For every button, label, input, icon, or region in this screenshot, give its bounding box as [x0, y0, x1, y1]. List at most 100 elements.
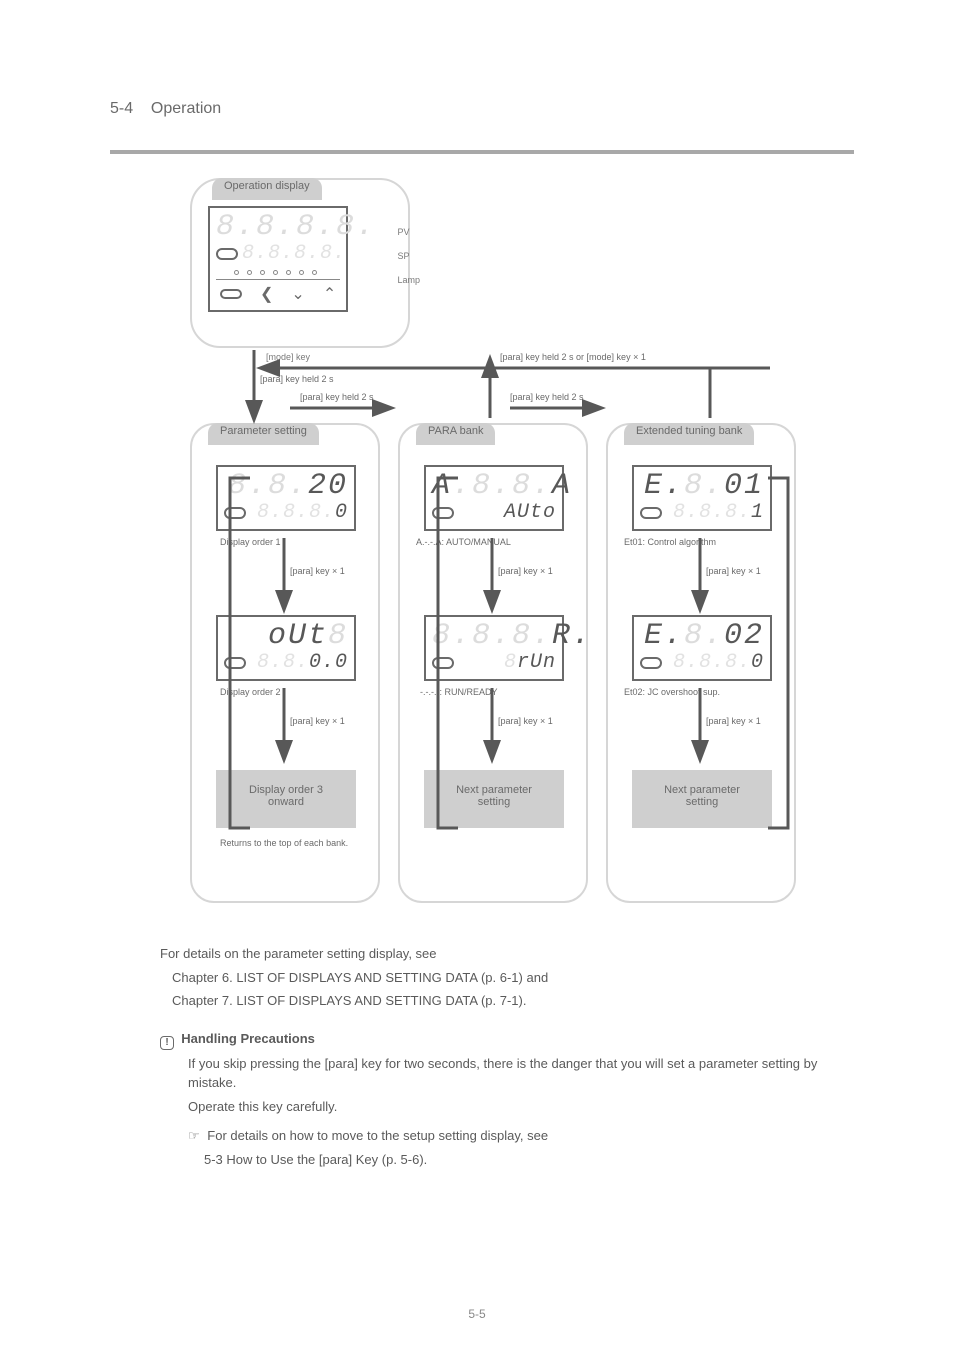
- next-c2: Next parameter setting: [424, 770, 564, 828]
- c3d2-num: 02: [724, 619, 764, 653]
- c2d2s-ghost: 8: [504, 651, 517, 674]
- body-l2: Chapter 6. LIST OF DISPLAYS AND SETTING …: [172, 970, 548, 985]
- c3d1s-val: 1: [751, 501, 764, 524]
- caption-c3-1: Et01: Control algorithm: [624, 537, 716, 547]
- c1d1s-ghost: 8.8.8.: [257, 501, 335, 524]
- handling-l2: Operate this key carefully.: [160, 1097, 840, 1117]
- lead-mode-key: [mode] key: [266, 352, 310, 362]
- panel-ext-tuning-bank: Extended tuning bank E.8.01 8.8.8.1 Et01…: [606, 423, 796, 903]
- lead-lamp: Lamp: [397, 268, 420, 292]
- oval-icon: [640, 507, 662, 519]
- next-c1-l2: onward: [216, 796, 356, 808]
- c3d1s-ghost: 8.8.8.: [673, 501, 751, 524]
- next-c3: Next parameter setting: [632, 770, 772, 828]
- c1d2-ghost: 8: [328, 619, 348, 653]
- c1d2s-val: 0.0: [309, 651, 348, 674]
- c2d2-ghost: 8.8.8.: [432, 619, 552, 653]
- page-footer: 5-5: [0, 1307, 954, 1321]
- pv-row: 8.8.8.8.: [216, 212, 340, 242]
- display-c1-2: oUt8 8.8.0.0: [216, 615, 356, 681]
- cap-top-down: [para] key held 2 s: [260, 374, 334, 384]
- caption-c2-1: A.-.-.A: AUTO/MANUAL: [416, 537, 511, 547]
- tab-operation-display: Operation display: [212, 178, 322, 200]
- ref-l2: 5-3 How to Use the [para] Key (p. 5-6).: [160, 1150, 840, 1170]
- c3d2-e: E.: [644, 619, 684, 653]
- c3d1-num: 01: [724, 469, 764, 503]
- next-c3-l1: Next parameter: [632, 784, 772, 796]
- body-l3: Chapter 7. LIST OF DISPLAYS AND SETTING …: [172, 993, 526, 1008]
- caption-c1-2: Display order 2: [220, 687, 281, 697]
- c2d2s-val: rUn: [517, 651, 556, 674]
- next-c1: Display order 3 onward: [216, 770, 356, 828]
- panel-operation-display: Operation display 8.8.8.8. 8.8.8.8. ❮ ⌄ …: [190, 178, 410, 348]
- cap-back: [para] key held 2 s or [mode] key × 1: [500, 352, 646, 362]
- body-l1: For details on the parameter setting dis…: [160, 944, 840, 964]
- lamp-row: [216, 270, 340, 275]
- cap-c1-c2: [para] key held 2 s: [300, 392, 374, 402]
- c2d1s-val: AUto: [504, 501, 556, 524]
- c3d2-ghost: 8.: [684, 619, 724, 653]
- cap-within-2b: [para] key × 1: [498, 716, 553, 726]
- display-c1-1: 8.8.20 8.8.8.0: [216, 465, 356, 531]
- display-c2-2: 8.8.8.R. 8rUn: [424, 615, 564, 681]
- sp-row: 8.8.8.8.: [242, 244, 346, 264]
- up-key-icon: ⌃: [323, 284, 336, 304]
- oval-icon: [432, 507, 454, 519]
- c1d1-val: 20: [308, 469, 348, 503]
- c1d1s-val: 0: [335, 501, 348, 524]
- oval-icon: [224, 507, 246, 519]
- oval-icon: [432, 657, 454, 669]
- tab-ext-tuning-bank: Extended tuning bank: [624, 423, 754, 445]
- next-c3-l2: setting: [632, 796, 772, 808]
- cap-within-2a: [para] key × 1: [498, 566, 553, 576]
- mode-key-icon: [220, 289, 242, 299]
- lead-sp: SP: [397, 244, 420, 268]
- display-c2-1: A.8.8.A AUto: [424, 465, 564, 531]
- c2d1-a2: A: [552, 469, 572, 503]
- oval-icon: [640, 657, 662, 669]
- next-c2-l1: Next parameter: [424, 784, 564, 796]
- c1d2s-ghost: 8.8.: [257, 651, 309, 674]
- oval-icon: [224, 657, 246, 669]
- caption-c2-2: -.-.-.r: RUN/READY: [420, 687, 498, 697]
- section-heading: 5-4 Operation: [110, 100, 221, 118]
- mode-oval-icon: [216, 248, 238, 260]
- body-text: For details on the parameter setting dis…: [160, 940, 840, 1173]
- c2d1-ghost: .8.8.: [452, 469, 552, 503]
- display-c3-2: E.8.02 8.8.8.0: [632, 615, 772, 681]
- next-c2-l2: setting: [424, 796, 564, 808]
- lead-labels: PV SP Lamp: [397, 220, 420, 292]
- panel-parameter-setting: Parameter setting 8.8.20 8.8.8.0 Display…: [190, 423, 380, 903]
- c3d2s-val: 0: [751, 651, 764, 674]
- cap-within-3a: [para] key × 1: [706, 566, 761, 576]
- cap-return: Returns to the top of each bank.: [220, 838, 360, 848]
- cap-c2-c3: [para] key held 2 s: [510, 392, 584, 402]
- section-number: 5-4: [110, 100, 133, 117]
- c1d2-val: oUt: [268, 619, 328, 653]
- down-key-icon: ⌄: [291, 284, 304, 304]
- left-key-icon: ❮: [260, 284, 273, 304]
- handling-title: Handling Precautions: [181, 1031, 315, 1046]
- c3d1-e: E.: [644, 469, 684, 503]
- tab-para-bank: PARA bank: [416, 423, 495, 445]
- header-rule: [110, 150, 854, 154]
- handling-l1: If you skip pressing the [para] key for …: [160, 1054, 840, 1093]
- caption-c3-2: Et02: JC overshoot sup.: [624, 687, 720, 697]
- caption-c1-1: Display order 1: [220, 537, 281, 547]
- c2d1-a1: A: [432, 469, 452, 503]
- section-title-text: Operation: [151, 100, 221, 117]
- c1d1-ghost: 8.8.: [228, 469, 308, 503]
- cap-within-1a: [para] key × 1: [290, 566, 345, 576]
- cap-within-1b: [para] key × 1: [290, 716, 345, 726]
- display-c3-1: E.8.01 8.8.8.1: [632, 465, 772, 531]
- next-c1-l1: Display order 3: [216, 784, 356, 796]
- panel-para-bank: PARA bank A.8.8.A AUto A.-.-.A: AUTO/MAN…: [398, 423, 588, 903]
- device-main: 8.8.8.8. 8.8.8.8. ❮ ⌄ ⌃: [208, 206, 348, 312]
- button-row: ❮ ⌄ ⌃: [216, 279, 340, 304]
- cap-within-3b: [para] key × 1: [706, 716, 761, 726]
- caution-icon: !: [160, 1036, 174, 1050]
- c2d2-val: R.: [552, 619, 592, 653]
- lead-pv: PV: [397, 220, 420, 244]
- c3d1-ghost: 8.: [684, 469, 724, 503]
- tab-parameter-setting: Parameter setting: [208, 423, 319, 445]
